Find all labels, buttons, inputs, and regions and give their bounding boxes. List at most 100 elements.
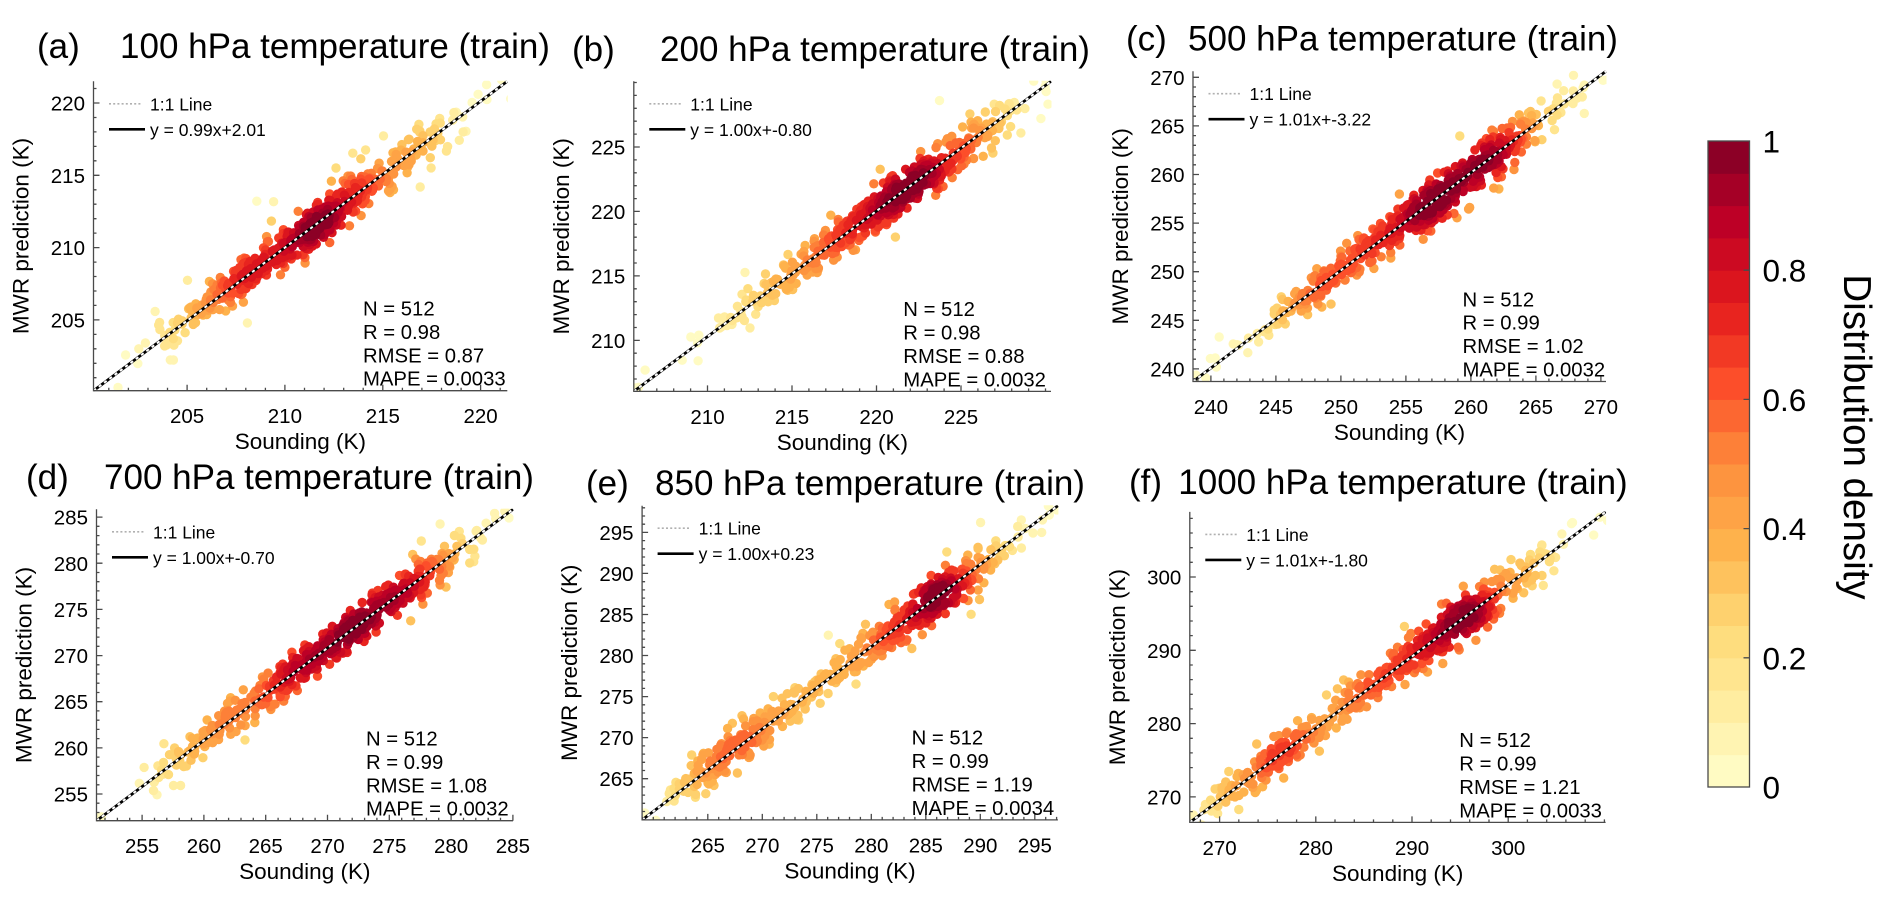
- svg-text:0: 0: [1763, 770, 1781, 806]
- svg-text:1:1 Line: 1:1 Line: [690, 94, 752, 114]
- svg-text:290: 290: [1147, 640, 1181, 663]
- svg-text:0.4: 0.4: [1763, 511, 1807, 547]
- svg-text:215: 215: [775, 406, 809, 429]
- svg-text:275: 275: [800, 834, 834, 857]
- svg-text:250: 250: [1324, 396, 1358, 419]
- svg-text:210: 210: [690, 406, 724, 429]
- svg-text:500 hPa temperature (train): 500 hPa temperature (train): [1188, 20, 1618, 59]
- svg-text:R = 0.99: R = 0.99: [1463, 313, 1540, 335]
- svg-text:270: 270: [599, 727, 633, 750]
- svg-text:245: 245: [1259, 396, 1293, 419]
- svg-text:1000 hPa temperature (train): 1000 hPa temperature (train): [1178, 463, 1627, 502]
- svg-text:220: 220: [463, 405, 497, 428]
- svg-text:MAPE = 0.0033: MAPE = 0.0033: [1459, 800, 1602, 822]
- svg-text:280: 280: [434, 835, 468, 858]
- svg-text:240: 240: [1150, 358, 1184, 381]
- svg-text:RMSE = 1.02: RMSE = 1.02: [1463, 336, 1584, 358]
- svg-text:270: 270: [310, 835, 344, 858]
- svg-text:R = 0.99: R = 0.99: [1459, 754, 1536, 776]
- svg-text:260: 260: [187, 835, 221, 858]
- svg-text:1:1 Line: 1:1 Line: [699, 519, 761, 539]
- svg-text:Sounding (K): Sounding (K): [1334, 420, 1465, 445]
- svg-text:290: 290: [963, 834, 997, 857]
- svg-text:250: 250: [1150, 261, 1184, 284]
- svg-text:RMSE = 1.08: RMSE = 1.08: [366, 775, 487, 797]
- svg-text:Distribution density: Distribution density: [1835, 274, 1878, 600]
- svg-text:285: 285: [496, 835, 530, 858]
- svg-text:270: 270: [745, 834, 779, 857]
- svg-text:MAPE = 0.0033: MAPE = 0.0033: [363, 369, 506, 391]
- svg-text:205: 205: [51, 309, 85, 332]
- svg-text:295: 295: [599, 522, 633, 545]
- svg-text:285: 285: [54, 507, 88, 530]
- svg-text:210: 210: [591, 330, 625, 353]
- svg-text:255: 255: [1150, 213, 1184, 236]
- svg-text:(d): (d): [26, 458, 69, 497]
- svg-text:(a): (a): [37, 27, 80, 66]
- svg-text:265: 265: [599, 768, 633, 791]
- svg-text:265: 265: [54, 691, 88, 714]
- svg-text:MWR prediction (K): MWR prediction (K): [1105, 569, 1130, 765]
- svg-text:R = 0.98: R = 0.98: [903, 323, 980, 345]
- svg-text:210: 210: [51, 237, 85, 260]
- svg-text:MAPE = 0.0032: MAPE = 0.0032: [1463, 360, 1606, 382]
- svg-text:Sounding (K): Sounding (K): [777, 430, 908, 455]
- svg-text:y = 1.01x+-3.22: y = 1.01x+-3.22: [1250, 110, 1372, 130]
- svg-text:220: 220: [591, 201, 625, 224]
- svg-text:215: 215: [591, 265, 625, 288]
- svg-text:240: 240: [1194, 396, 1228, 419]
- svg-text:(c): (c): [1126, 20, 1167, 59]
- svg-text:y = 1.00x+-0.80: y = 1.00x+-0.80: [690, 120, 812, 140]
- svg-text:220: 220: [51, 93, 85, 116]
- svg-text:255: 255: [125, 835, 159, 858]
- svg-text:260: 260: [1150, 164, 1184, 187]
- svg-text:R = 0.99: R = 0.99: [912, 751, 989, 773]
- svg-text:(b): (b): [572, 30, 615, 69]
- svg-text:290: 290: [1395, 837, 1429, 860]
- svg-text:280: 280: [54, 553, 88, 576]
- svg-text:Sounding (K): Sounding (K): [239, 859, 370, 884]
- svg-text:1:1 Line: 1:1 Line: [1246, 525, 1308, 545]
- svg-text:MAPE = 0.0034: MAPE = 0.0034: [912, 798, 1055, 820]
- svg-text:N = 512: N = 512: [1459, 730, 1531, 752]
- svg-text:215: 215: [51, 165, 85, 188]
- svg-text:285: 285: [909, 834, 943, 857]
- svg-text:265: 265: [249, 835, 283, 858]
- svg-text:MWR prediction (K): MWR prediction (K): [549, 138, 574, 334]
- svg-text:280: 280: [1147, 713, 1181, 736]
- svg-text:300: 300: [1147, 567, 1181, 590]
- svg-text:N = 512: N = 512: [912, 728, 984, 750]
- svg-text:225: 225: [591, 137, 625, 160]
- svg-text:1:1 Line: 1:1 Line: [1250, 84, 1312, 104]
- svg-text:MAPE = 0.0032: MAPE = 0.0032: [366, 799, 509, 821]
- svg-text:225: 225: [944, 406, 978, 429]
- svg-text:0.2: 0.2: [1763, 640, 1807, 676]
- svg-text:N = 512: N = 512: [363, 299, 435, 321]
- svg-text:300: 300: [1491, 837, 1525, 860]
- svg-text:245: 245: [1150, 310, 1184, 333]
- svg-text:290: 290: [599, 563, 633, 586]
- svg-text:MWR prediction (K): MWR prediction (K): [557, 565, 582, 761]
- svg-text:275: 275: [54, 599, 88, 622]
- svg-text:200 hPa temperature (train): 200 hPa temperature (train): [660, 30, 1090, 69]
- svg-text:R = 0.99: R = 0.99: [366, 752, 443, 774]
- svg-text:N = 512: N = 512: [1463, 289, 1535, 311]
- svg-text:295: 295: [1018, 834, 1052, 857]
- svg-text:255: 255: [54, 784, 88, 807]
- svg-text:Sounding (K): Sounding (K): [1332, 861, 1463, 886]
- svg-text:0.8: 0.8: [1763, 253, 1807, 289]
- svg-text:205: 205: [170, 405, 204, 428]
- svg-text:RMSE = 0.88: RMSE = 0.88: [903, 346, 1024, 368]
- svg-text:215: 215: [366, 405, 400, 428]
- svg-text:1: 1: [1763, 124, 1781, 160]
- svg-text:(e): (e): [586, 464, 629, 503]
- svg-text:700 hPa temperature (train): 700 hPa temperature (train): [104, 458, 534, 497]
- svg-text:265: 265: [1150, 115, 1184, 138]
- svg-text:275: 275: [372, 835, 406, 858]
- svg-text:275: 275: [599, 686, 633, 709]
- svg-text:850 hPa temperature (train): 850 hPa temperature (train): [655, 464, 1085, 503]
- svg-text:MWR prediction (K): MWR prediction (K): [9, 138, 34, 334]
- svg-text:y = 1.00x+0.23: y = 1.00x+0.23: [699, 544, 815, 564]
- svg-text:y = 0.99x+2.01: y = 0.99x+2.01: [150, 120, 266, 140]
- svg-text:100 hPa temperature (train): 100 hPa temperature (train): [120, 27, 550, 66]
